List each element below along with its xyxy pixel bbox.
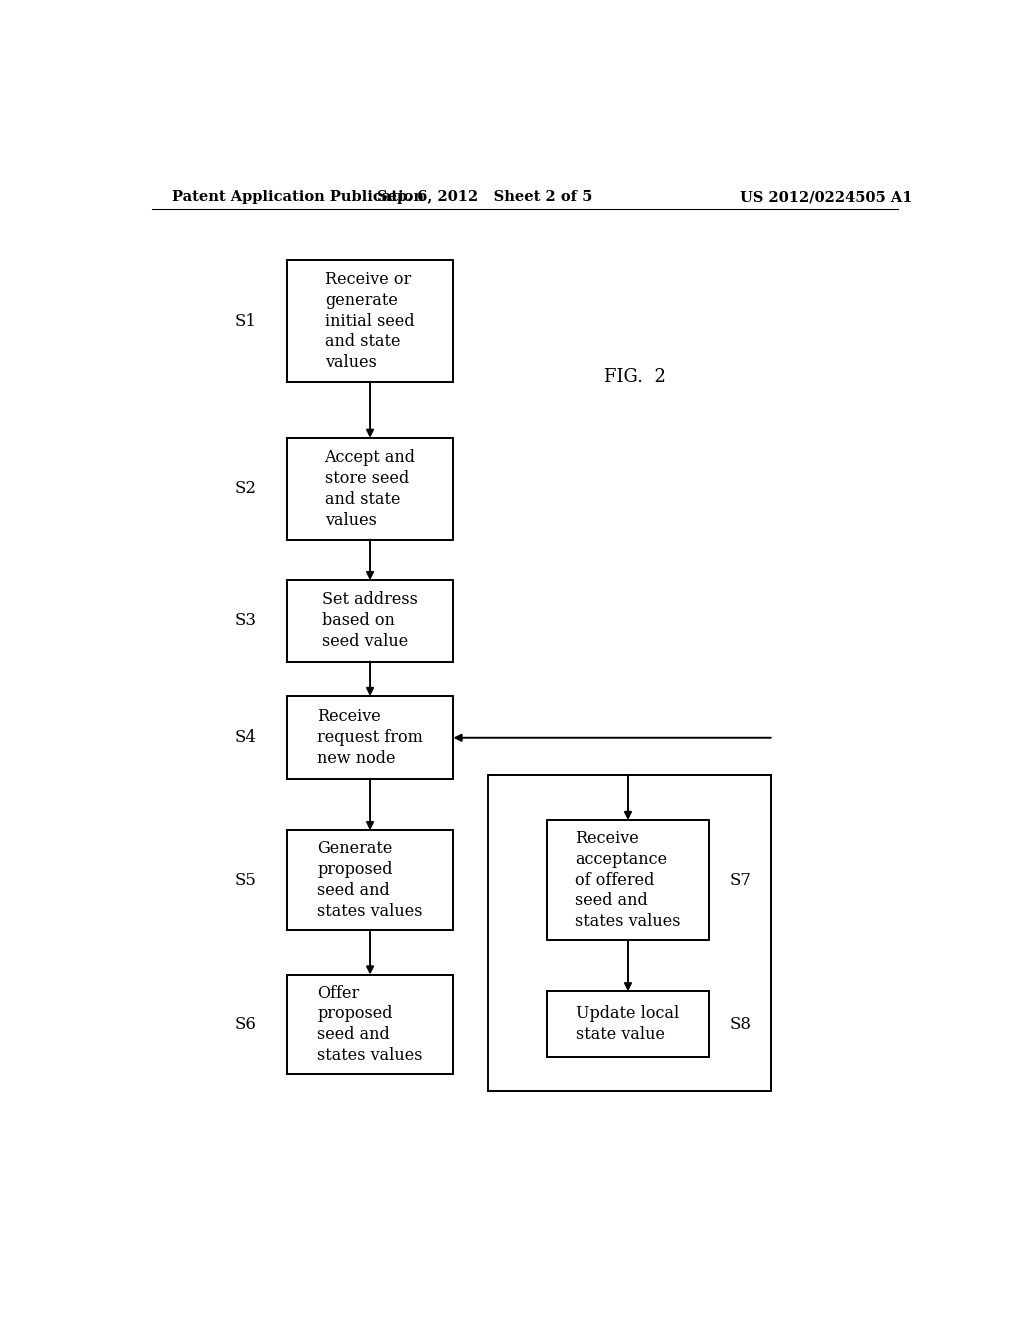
Text: Receive or
generate
initial seed
and state
values: Receive or generate initial seed and sta… xyxy=(326,271,415,371)
Text: Receive
acceptance
of offered
seed and
states values: Receive acceptance of offered seed and s… xyxy=(575,830,681,931)
Text: Receive
request from
new node: Receive request from new node xyxy=(317,709,423,767)
Text: Patent Application Publication: Patent Application Publication xyxy=(172,190,424,205)
FancyBboxPatch shape xyxy=(287,974,454,1074)
Text: S4: S4 xyxy=(234,729,257,746)
Text: S5: S5 xyxy=(234,871,257,888)
FancyBboxPatch shape xyxy=(287,260,454,381)
FancyBboxPatch shape xyxy=(287,696,454,779)
FancyBboxPatch shape xyxy=(287,438,454,540)
Text: S8: S8 xyxy=(729,1016,752,1032)
FancyBboxPatch shape xyxy=(547,991,710,1057)
Text: FIG.  2: FIG. 2 xyxy=(604,368,666,385)
Text: Update local
state value: Update local state value xyxy=(577,1006,680,1043)
Text: Sep. 6, 2012   Sheet 2 of 5: Sep. 6, 2012 Sheet 2 of 5 xyxy=(378,190,593,205)
Text: S6: S6 xyxy=(234,1016,257,1032)
Text: Accept and
store seed
and state
values: Accept and store seed and state values xyxy=(325,449,416,528)
FancyBboxPatch shape xyxy=(547,820,710,940)
Text: Set address
based on
seed value: Set address based on seed value xyxy=(323,591,418,651)
FancyBboxPatch shape xyxy=(287,830,454,929)
Text: S2: S2 xyxy=(234,480,257,498)
Text: S3: S3 xyxy=(234,612,257,630)
Text: US 2012/0224505 A1: US 2012/0224505 A1 xyxy=(740,190,912,205)
Text: S1: S1 xyxy=(234,313,257,330)
Text: Generate
proposed
seed and
states values: Generate proposed seed and states values xyxy=(317,841,423,920)
Text: Offer
proposed
seed and
states values: Offer proposed seed and states values xyxy=(317,985,423,1064)
Text: S7: S7 xyxy=(729,871,752,888)
FancyBboxPatch shape xyxy=(287,581,454,661)
